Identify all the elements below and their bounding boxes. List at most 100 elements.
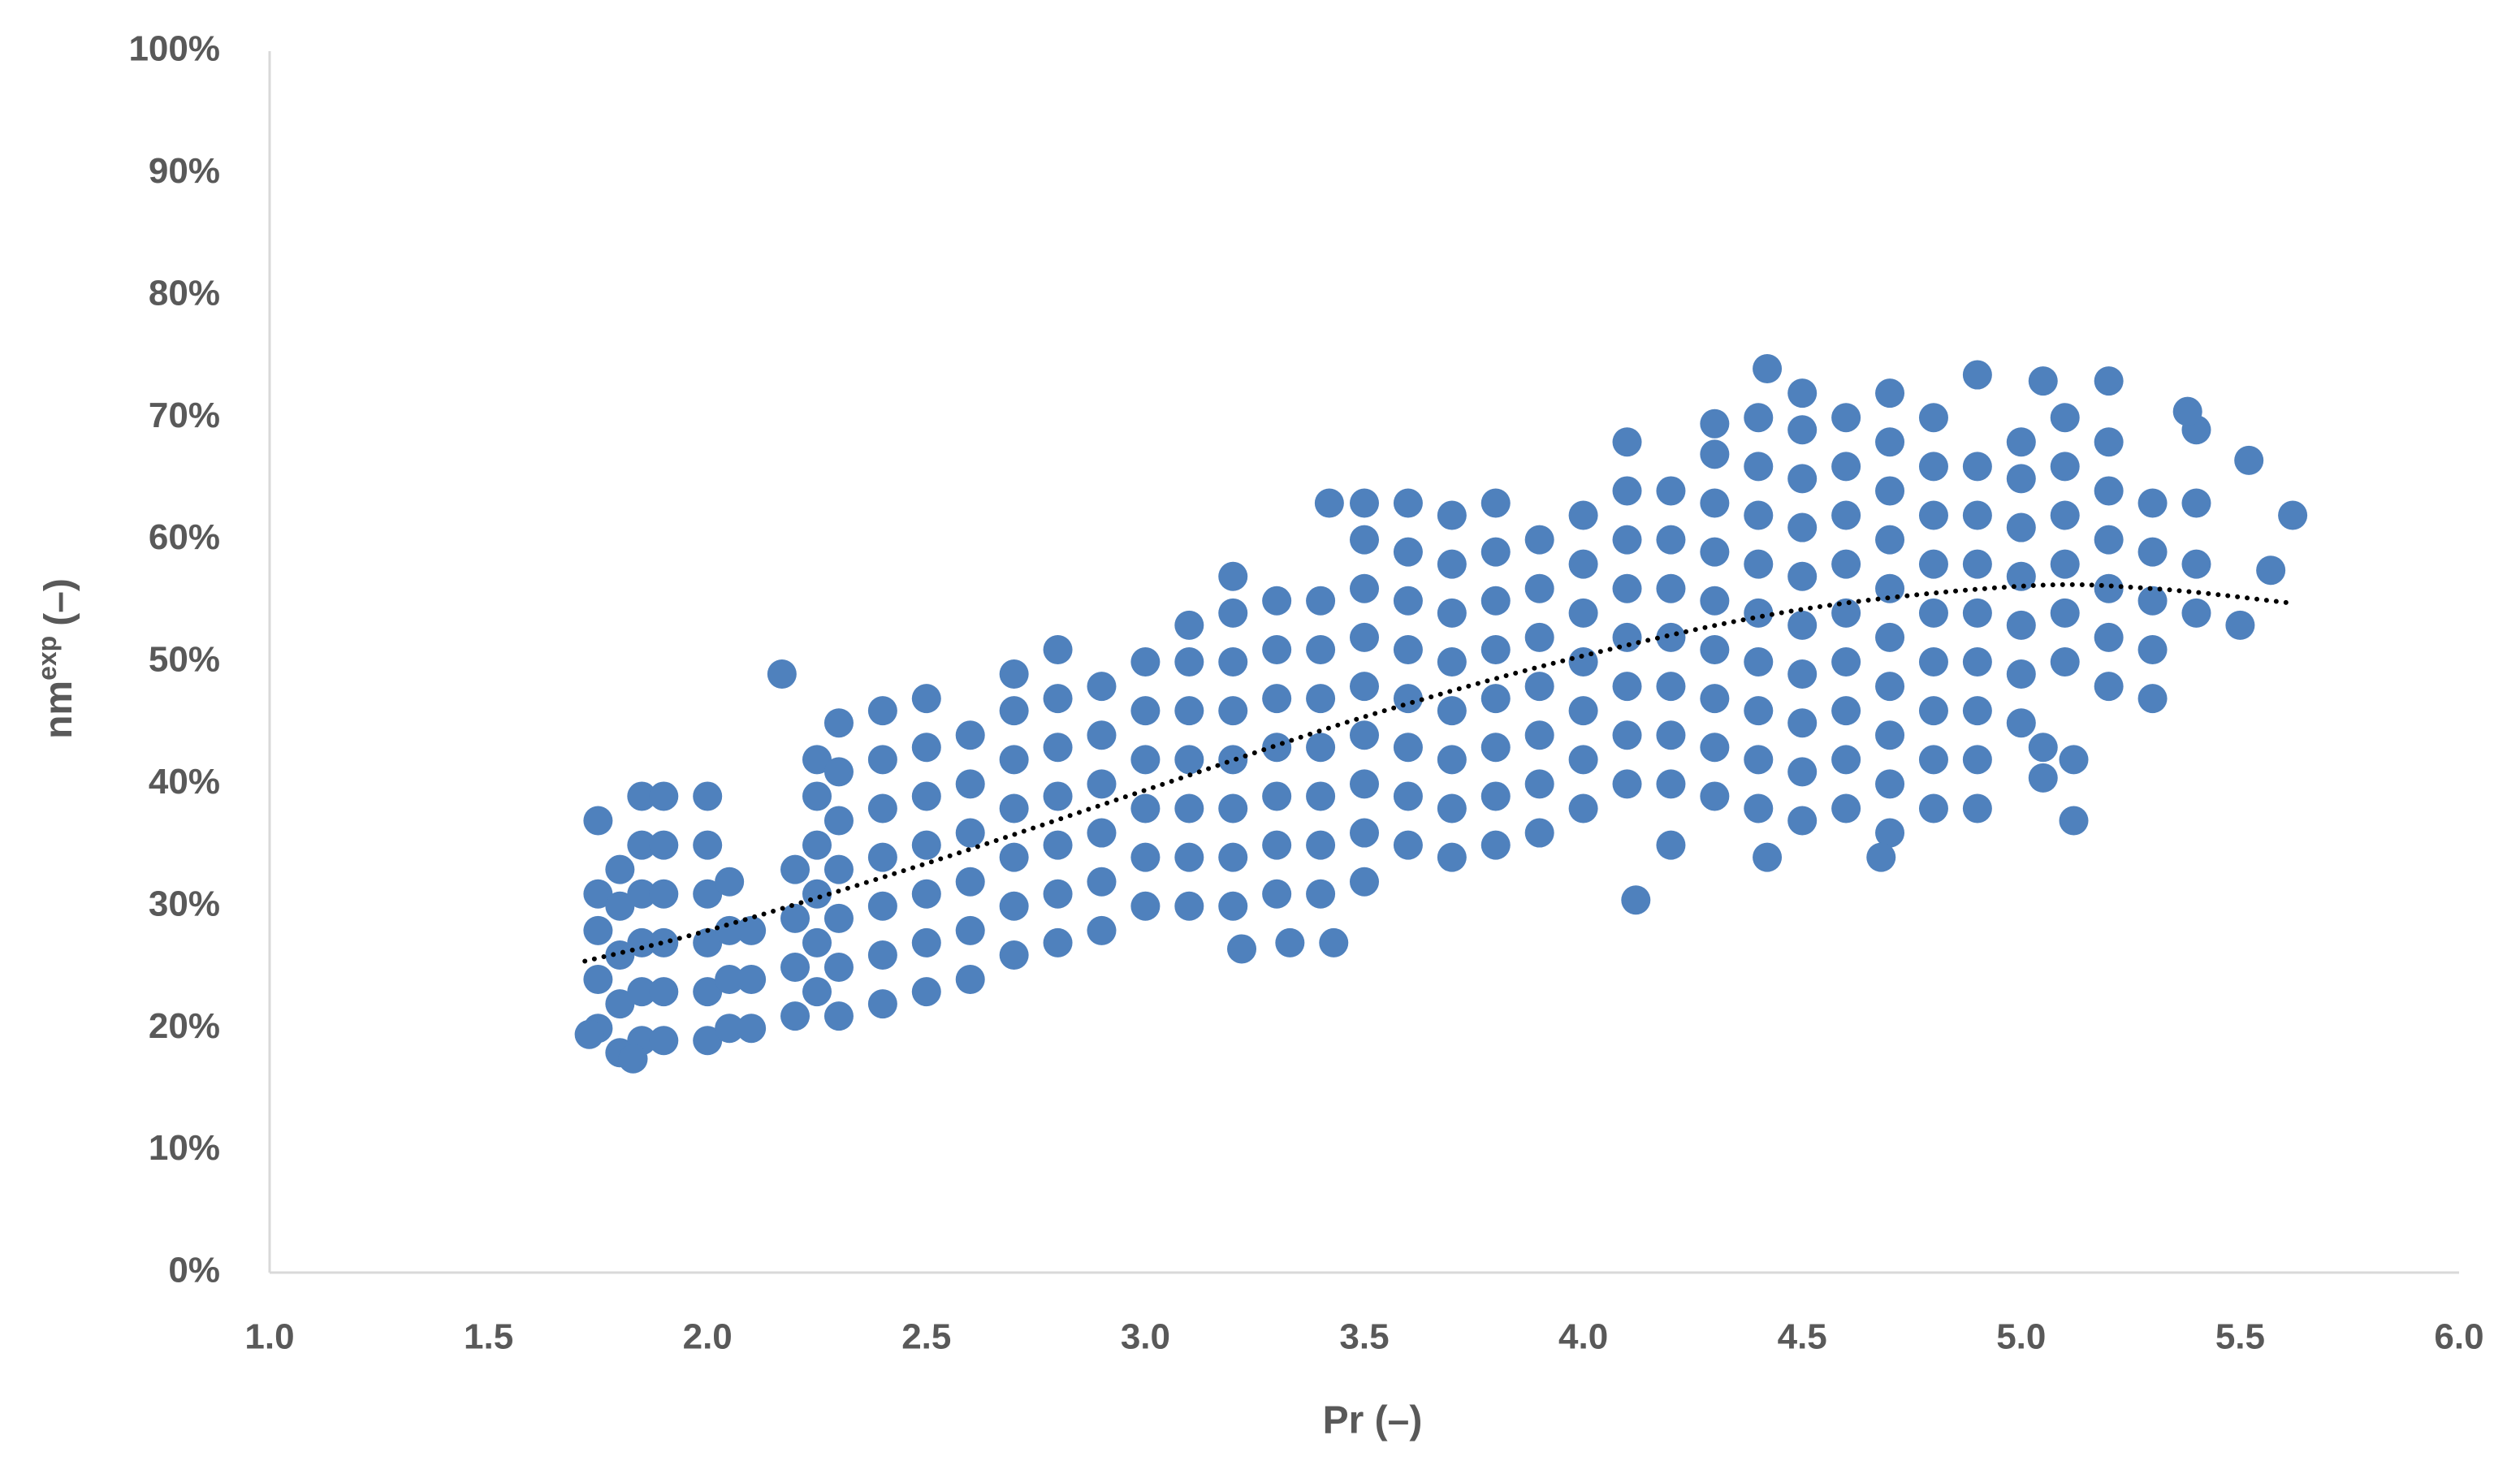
point bbox=[802, 977, 832, 1007]
point bbox=[583, 915, 613, 945]
point bbox=[1393, 733, 1423, 763]
point bbox=[1744, 403, 1774, 433]
point bbox=[2137, 634, 2168, 664]
point bbox=[715, 1014, 745, 1044]
point bbox=[2094, 525, 2124, 555]
point bbox=[802, 830, 832, 860]
point bbox=[1174, 842, 1204, 872]
point bbox=[583, 806, 613, 836]
point bbox=[1524, 622, 1554, 652]
point bbox=[1524, 573, 1554, 603]
point bbox=[1700, 733, 1730, 763]
point bbox=[1437, 793, 1467, 823]
point bbox=[1043, 927, 1073, 957]
point bbox=[1262, 879, 1292, 909]
point bbox=[1262, 586, 1292, 616]
point bbox=[1262, 830, 1292, 860]
point bbox=[1700, 781, 1730, 811]
point bbox=[2181, 598, 2211, 628]
point bbox=[1174, 696, 1204, 726]
point bbox=[1480, 733, 1511, 763]
x-tick-label: 1.5 bbox=[464, 1317, 513, 1357]
y-tick-label: 10% bbox=[149, 1128, 220, 1168]
point bbox=[1319, 927, 1349, 957]
point bbox=[1656, 720, 1686, 750]
point bbox=[1393, 488, 1423, 518]
point bbox=[1918, 403, 1948, 433]
point bbox=[1612, 720, 1642, 750]
point bbox=[1350, 573, 1379, 603]
point bbox=[1437, 842, 1467, 872]
point bbox=[1524, 525, 1554, 555]
point bbox=[1350, 525, 1379, 555]
y-tick-label: 100% bbox=[128, 29, 220, 69]
y-axis-label-sup: exp bbox=[32, 636, 62, 681]
point bbox=[1218, 745, 1248, 775]
point bbox=[1831, 403, 1861, 433]
point bbox=[1656, 525, 1686, 555]
point bbox=[1306, 684, 1336, 714]
y-axis-label-main: nm bbox=[37, 681, 80, 739]
point bbox=[1130, 745, 1161, 775]
point bbox=[1744, 598, 1774, 628]
point bbox=[1831, 549, 1861, 579]
points bbox=[574, 354, 2308, 1074]
point bbox=[1656, 769, 1686, 799]
point bbox=[1700, 586, 1730, 616]
point bbox=[2050, 549, 2080, 579]
point bbox=[1656, 830, 1686, 860]
point bbox=[2256, 555, 2286, 586]
point bbox=[2006, 610, 2036, 640]
point bbox=[1218, 842, 1248, 872]
point bbox=[1524, 720, 1554, 750]
point bbox=[1918, 452, 1948, 482]
point bbox=[1744, 647, 1774, 676]
point bbox=[1306, 733, 1336, 763]
point bbox=[737, 1014, 767, 1044]
x-tick-label: 2.5 bbox=[901, 1317, 951, 1357]
point bbox=[1612, 672, 1642, 702]
point bbox=[1043, 634, 1073, 664]
point bbox=[1612, 476, 1642, 506]
point bbox=[1174, 793, 1204, 823]
point bbox=[1831, 647, 1861, 676]
point bbox=[955, 720, 985, 750]
point bbox=[1306, 781, 1336, 811]
point bbox=[2028, 366, 2058, 396]
y-axis-label-unit: (–) bbox=[37, 578, 80, 626]
point bbox=[823, 757, 854, 787]
point bbox=[649, 781, 679, 811]
point bbox=[1568, 696, 1598, 726]
x-tick-label: 4.0 bbox=[1558, 1317, 1608, 1357]
trendline bbox=[582, 581, 2296, 964]
point bbox=[605, 989, 635, 1019]
point bbox=[1962, 360, 1992, 390]
point bbox=[1350, 818, 1379, 848]
x-tick-label: 5.5 bbox=[2215, 1317, 2265, 1357]
point bbox=[1043, 879, 1073, 909]
point bbox=[823, 903, 854, 933]
point bbox=[2050, 403, 2080, 433]
point bbox=[1787, 378, 1818, 408]
point bbox=[649, 977, 679, 1007]
point bbox=[693, 1026, 723, 1056]
point bbox=[1043, 684, 1073, 714]
point bbox=[1875, 476, 1905, 506]
point bbox=[1787, 464, 1818, 494]
point bbox=[1700, 634, 1730, 664]
point bbox=[574, 1019, 604, 1049]
point bbox=[2006, 708, 2036, 738]
point bbox=[823, 953, 854, 982]
point bbox=[823, 708, 854, 738]
point bbox=[1875, 622, 1905, 652]
y-axis-label: nmexp (–) bbox=[32, 578, 80, 739]
point bbox=[1087, 867, 1117, 897]
point bbox=[1043, 781, 1073, 811]
point bbox=[2094, 366, 2124, 396]
point bbox=[1174, 891, 1204, 921]
point bbox=[1262, 781, 1292, 811]
point bbox=[1437, 696, 1467, 726]
point bbox=[767, 659, 797, 689]
point bbox=[583, 965, 613, 995]
point bbox=[1480, 684, 1511, 714]
